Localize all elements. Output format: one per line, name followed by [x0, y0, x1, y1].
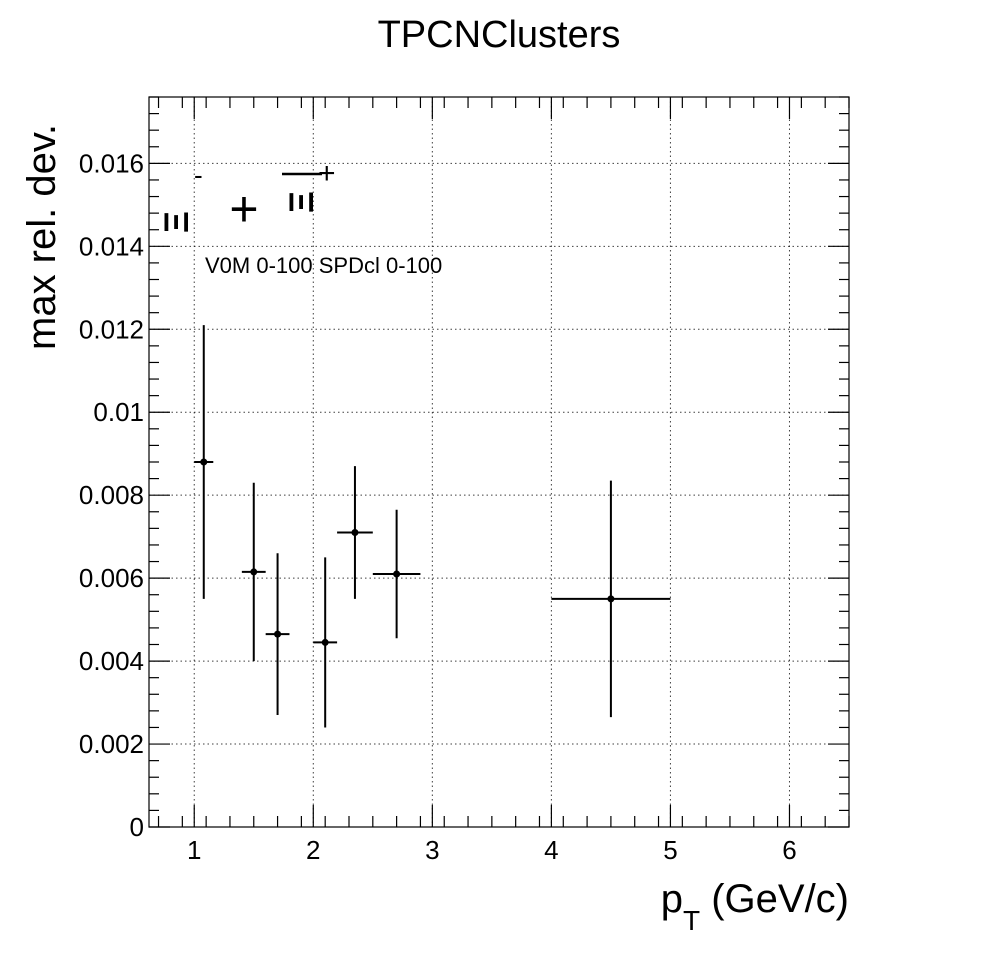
- x-tick-label: 1: [187, 835, 201, 865]
- selection-label: V0M 0-100 SPDcl 0-100: [205, 253, 442, 278]
- data-point: [265, 553, 290, 716]
- data-marker: [274, 630, 282, 638]
- x-axis-title-rest: (GeV/c): [700, 877, 849, 921]
- data-marker: [321, 638, 329, 646]
- data-point: [241, 482, 266, 662]
- data-series: [194, 325, 671, 728]
- data-point: [551, 480, 671, 718]
- xi-minus-symbol: Ξ: [158, 211, 196, 233]
- x-tick-label: 6: [782, 835, 796, 865]
- particle-legend: Ξ - + Ξ +: [158, 157, 336, 237]
- plus-sign: +: [229, 181, 258, 237]
- data-point: [337, 466, 373, 599]
- y-tick-label: 0.016: [79, 148, 144, 178]
- xi-plus-charge: +: [318, 157, 336, 190]
- data-marker: [200, 458, 208, 466]
- y-tick-label: 0.002: [79, 729, 144, 759]
- x-tick-label: 3: [425, 835, 439, 865]
- data-marker: [351, 529, 359, 537]
- y-tick-label: 0.01: [93, 397, 144, 427]
- axis-ticks: [149, 96, 850, 828]
- data-marker: [393, 570, 401, 578]
- y-tick-label: 0.006: [79, 563, 144, 593]
- grid-lines: [149, 97, 849, 827]
- x-axis-title: pT (GeV/c): [661, 877, 849, 936]
- data-point: [313, 557, 338, 728]
- y-tick-label: 0.012: [79, 314, 144, 344]
- data-marker: [607, 595, 615, 603]
- xi-plus-symbol: Ξ: [283, 191, 321, 213]
- x-tick-label: 5: [663, 835, 677, 865]
- x-tick-label: 4: [544, 835, 558, 865]
- data-point: [194, 325, 214, 599]
- y-tick-label: 0.004: [79, 646, 144, 676]
- data-point: [372, 509, 421, 639]
- plot-title: TPCNClusters: [378, 14, 621, 56]
- y-tick-label: 0: [130, 812, 144, 842]
- y-tick-label: 0.014: [79, 231, 144, 261]
- x-axis-title-subscript: T: [683, 905, 700, 936]
- y-tick-label: 0.008: [79, 480, 144, 510]
- y-axis-title: max rel. dev.: [20, 124, 64, 350]
- x-tick-label: 2: [306, 835, 320, 865]
- x-axis-title-main: p: [661, 877, 683, 921]
- data-marker: [250, 568, 258, 576]
- xi-minus-charge: -: [194, 160, 203, 190]
- tick-labels: 1 2 3 4 5 6 0 0.002 0.004 0.006 0.008 0.01 0.012 0.01…: [79, 148, 797, 865]
